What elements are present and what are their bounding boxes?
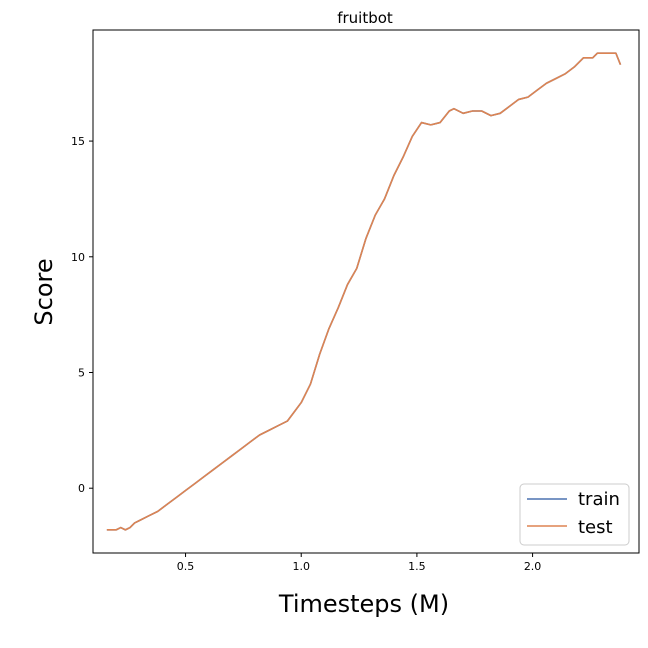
- legend-label-train: train: [578, 489, 620, 510]
- y-axis-ticks: 0 5 10 15: [71, 135, 93, 495]
- x-tick-label: 0.5: [177, 560, 195, 573]
- y-tick-label: 15: [71, 135, 85, 148]
- x-axis-label: Timesteps (M): [278, 590, 449, 618]
- x-tick-label: 2.0: [524, 560, 542, 573]
- chart-title: fruitbot: [337, 9, 393, 27]
- x-tick-label: 1.5: [408, 560, 426, 573]
- y-axis-label: Score: [30, 258, 58, 325]
- y-tick-label: 5: [78, 366, 85, 379]
- legend: train test: [519, 483, 630, 546]
- series-line-test: [106, 52, 622, 531]
- series-layer: [106, 52, 622, 531]
- x-tick-label: 1.0: [292, 560, 310, 573]
- plot-frame: [92, 29, 640, 554]
- legend-label-test: test: [578, 517, 613, 538]
- x-axis-ticks: 0.5 1.0 1.5 2.0: [177, 553, 542, 573]
- y-tick-label: 0: [78, 482, 85, 495]
- y-tick-label: 10: [71, 251, 85, 264]
- plot-area: [93, 30, 639, 553]
